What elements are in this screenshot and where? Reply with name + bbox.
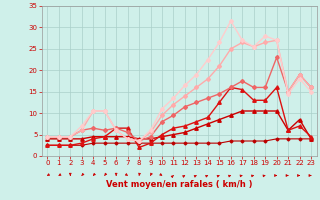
X-axis label: Vent moyen/en rafales ( km/h ): Vent moyen/en rafales ( km/h ) — [106, 180, 252, 189]
